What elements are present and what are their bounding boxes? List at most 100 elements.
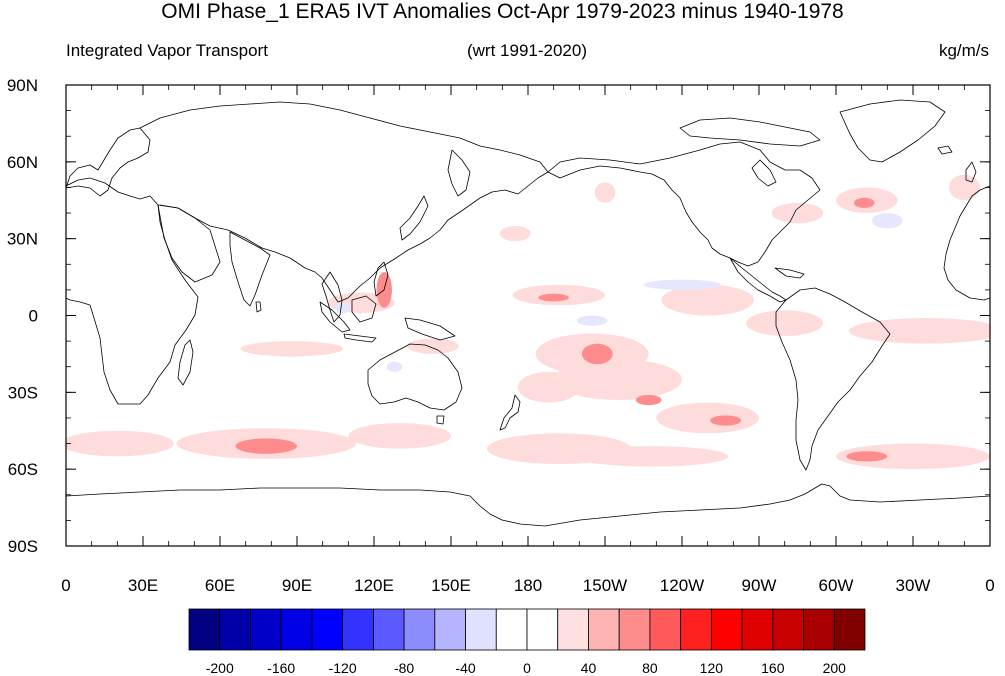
coastline-antarctica (66, 483, 990, 527)
colorbar-swatch (311, 608, 344, 651)
colorbar-label: 80 (642, 660, 658, 676)
lat-label: 60S (8, 460, 38, 479)
map-border (65, 84, 991, 547)
lon-label: 60E (205, 576, 235, 595)
colorbar-swatch (403, 608, 436, 651)
colorbar-swatch (772, 608, 804, 651)
anomaly-patch-27 (948, 174, 980, 201)
anomaly-patch-2 (66, 430, 174, 457)
colorbar-swatch (495, 608, 528, 651)
lon-label: 0 (61, 576, 70, 595)
colorbar-swatch (188, 608, 221, 651)
coastline-kamchatka (447, 149, 471, 197)
colorbar-swatch (465, 608, 497, 651)
coastline-japan (399, 195, 429, 241)
anomaly-patch-7 (846, 451, 888, 462)
colorbar-swatch (280, 608, 313, 651)
anomaly-patch-16 (407, 338, 459, 354)
lon-label: 150E (431, 576, 471, 595)
plot-title: OMI Phase_1 ERA5 IVT Anomalies Oct-Apr 1… (161, 0, 844, 23)
colorbar-label: -80 (394, 660, 414, 676)
anomaly-patch-23 (746, 310, 824, 336)
colorbar-label: 40 (581, 660, 597, 676)
coastlines (66, 99, 990, 527)
anomaly-patch-32 (643, 279, 721, 290)
colorbar-swatch (833, 608, 866, 651)
colorbar: -200 -160 -120 -80 -40 0 40 80 120 160 200 (188, 608, 866, 676)
lon-label: 0 (985, 576, 994, 595)
colorbar-label: 120 (700, 660, 724, 676)
lon-label: 180 (514, 576, 542, 595)
coastline-newzealand (499, 394, 521, 431)
anomaly-patch-24 (771, 202, 824, 224)
left-subtitle: Integrated Vapor Transport (66, 41, 268, 60)
lon-label: 90E (282, 576, 312, 595)
lat-label: 90S (8, 537, 38, 556)
colorbar-swatch (710, 608, 743, 651)
anomaly-shading (66, 174, 990, 470)
colorbar-swatch (372, 608, 405, 651)
units-label: kg/m/s (938, 41, 989, 60)
lat-label: 90N (7, 76, 38, 95)
coastline-northamerica (547, 141, 821, 267)
coastline-uk (965, 161, 977, 183)
coastline-indochina (321, 271, 343, 323)
anomaly-patch-13 (581, 343, 613, 365)
colorbar-swatch (741, 608, 774, 651)
center-subtitle: (wrt 1991-2020) (466, 41, 587, 60)
lon-label: 60W (819, 576, 854, 595)
colorbar-label: 200 (823, 660, 847, 676)
lat-label: 30S (8, 383, 38, 402)
anomaly-patch-26 (853, 197, 875, 208)
anomaly-patch-31 (871, 213, 903, 229)
anomaly-patch-33 (335, 302, 351, 313)
map-frame: 90N 60N 30N 0 30S 60S 90S 0 30E 60E 90E 120E 150E 180… (7, 76, 995, 595)
colorbar-swatch (588, 608, 620, 651)
colorbar-swatch (526, 608, 559, 651)
coastline-southamerica (775, 287, 891, 471)
colorbar-swatch (803, 608, 835, 651)
anomaly-patch-3 (348, 423, 451, 449)
coastline-europe (66, 127, 151, 197)
colorbar-label: -120 (329, 660, 357, 676)
lon-label: 150W (583, 576, 627, 595)
lat-label: 0 (29, 307, 38, 326)
coastline-srilanka (255, 301, 262, 313)
coastline-australia (367, 343, 463, 411)
coastline-greenland (839, 99, 946, 163)
colorbar-swatch (342, 608, 374, 651)
anomaly-patch-15 (240, 341, 344, 357)
coastline-newguinea (404, 317, 456, 341)
colorbar-label: 0 (523, 660, 531, 676)
lon-label: 120E (354, 576, 394, 595)
anomaly-patch-21 (661, 284, 754, 316)
colorbar-swatch (250, 608, 282, 651)
colorbar-swatch (434, 608, 466, 651)
anomaly-patch-1 (235, 438, 297, 454)
coastline-india (229, 231, 271, 307)
coastline-madagascar (177, 339, 194, 386)
lat-label: 60N (7, 153, 38, 172)
coastline-africa (66, 177, 199, 405)
anomaly-patch-28 (499, 225, 531, 242)
lon-label: 30E (128, 576, 158, 595)
anomaly-patch-11 (635, 394, 662, 406)
coastline-arabia (157, 204, 221, 283)
anomaly-patch-9 (710, 415, 742, 426)
colorbar-swatch (618, 608, 651, 651)
coastline-arctic-islands (679, 117, 821, 147)
coastline-asia (139, 101, 549, 303)
coastline-java (343, 333, 377, 343)
colorbar-label: -200 (206, 660, 234, 676)
anomaly-patch-6 (836, 443, 990, 470)
lon-label: 30W (896, 576, 931, 595)
coastline-philippines (373, 261, 389, 297)
coastline-sumatra (319, 301, 351, 333)
anomaly-patch-34 (386, 361, 403, 372)
colorbar-swatch (680, 608, 712, 651)
colorbar-label: -40 (455, 660, 475, 676)
colorbar-label: -160 (267, 660, 295, 676)
lon-label: 120W (660, 576, 704, 595)
lat-label: 30N (7, 230, 38, 249)
